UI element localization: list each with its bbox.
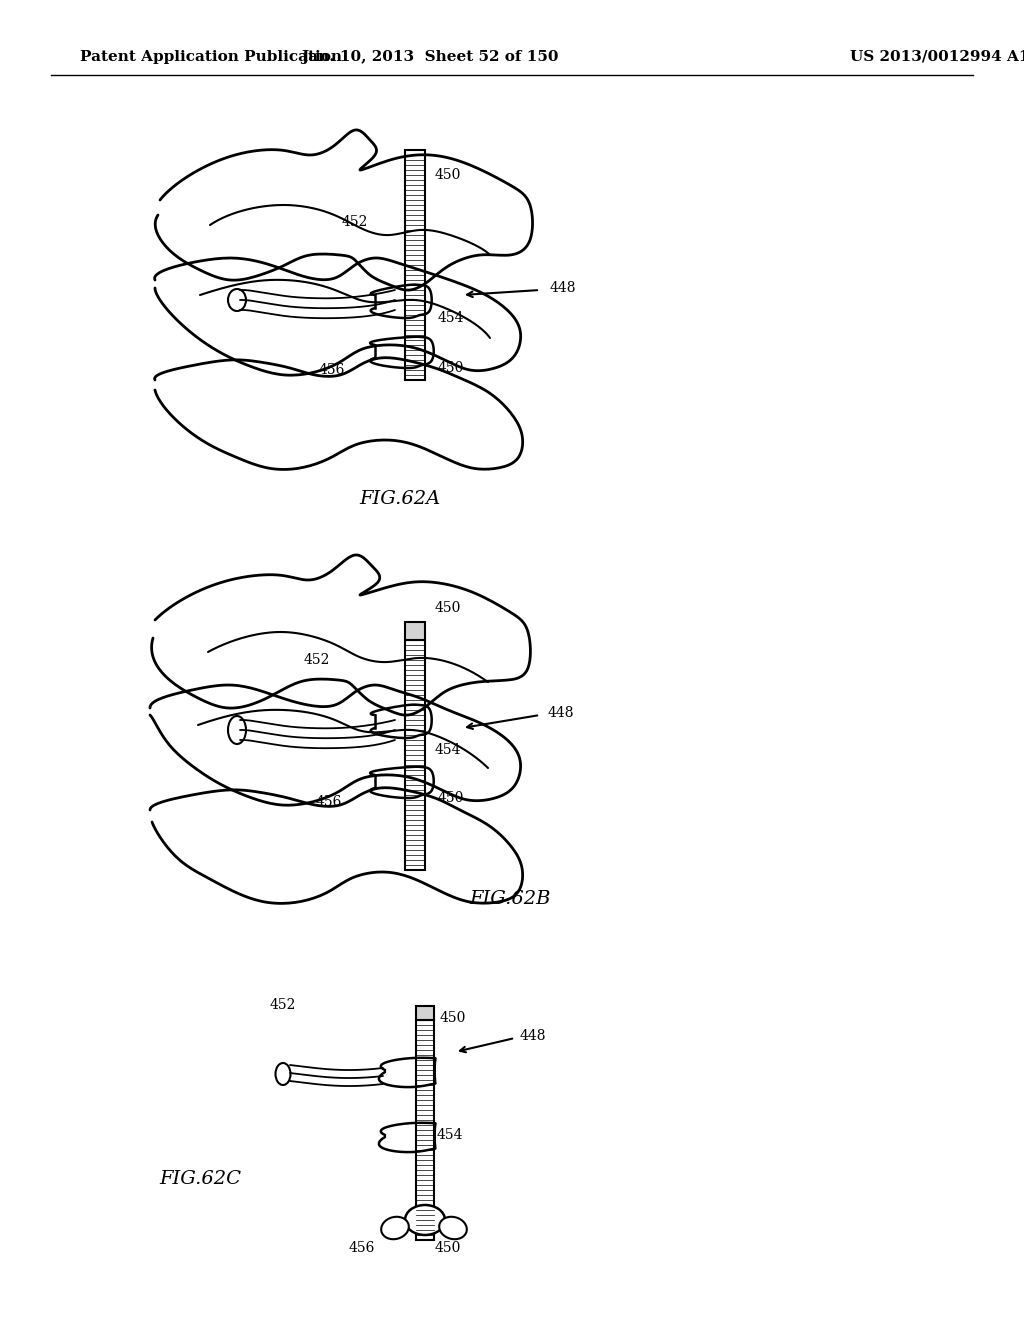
Text: 456: 456 [315, 795, 342, 809]
Bar [416, 1020, 434, 1239]
Text: 456: 456 [318, 363, 345, 378]
Text: 454: 454 [435, 743, 462, 756]
Text: 452: 452 [304, 653, 330, 667]
Text: 450: 450 [440, 1011, 466, 1026]
Text: 448: 448 [548, 706, 574, 719]
Ellipse shape [406, 1205, 445, 1236]
Ellipse shape [381, 1217, 409, 1239]
Bar [406, 622, 425, 640]
Text: 452: 452 [342, 215, 369, 228]
Bar [406, 640, 425, 870]
Text: 450: 450 [435, 1241, 462, 1255]
Text: 454: 454 [438, 312, 465, 325]
Bar [416, 1006, 434, 1020]
Ellipse shape [275, 1063, 291, 1085]
Text: 450: 450 [435, 601, 462, 615]
Text: US 2013/0012994 A1: US 2013/0012994 A1 [850, 50, 1024, 63]
Text: FIG.62A: FIG.62A [359, 490, 440, 508]
Ellipse shape [228, 715, 246, 744]
Text: 454: 454 [437, 1129, 464, 1142]
Text: 452: 452 [270, 998, 296, 1012]
Ellipse shape [228, 289, 246, 312]
Text: FIG.62C: FIG.62C [159, 1170, 241, 1188]
Text: 450: 450 [435, 168, 462, 182]
Text: FIG.62B: FIG.62B [469, 890, 551, 908]
Text: Patent Application Publication: Patent Application Publication [80, 50, 342, 63]
Text: 450: 450 [438, 791, 464, 805]
Bar [406, 150, 425, 380]
Text: 450: 450 [438, 360, 464, 375]
Text: Jan. 10, 2013  Sheet 52 of 150: Jan. 10, 2013 Sheet 52 of 150 [301, 50, 559, 63]
Text: 448: 448 [520, 1030, 547, 1043]
Text: 448: 448 [550, 281, 577, 294]
Ellipse shape [439, 1217, 467, 1239]
Text: 456: 456 [348, 1241, 375, 1255]
